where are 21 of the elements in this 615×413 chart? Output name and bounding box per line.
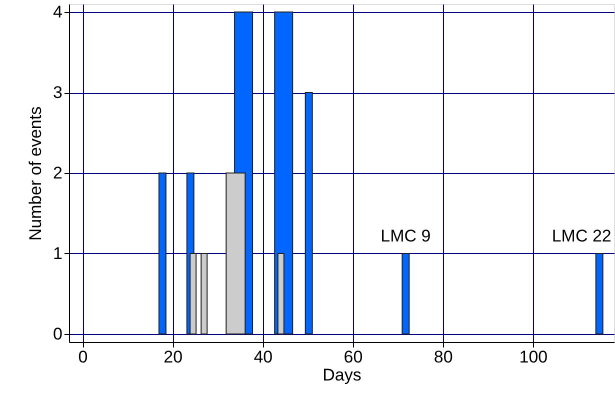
y-tick-label: 4 [53,2,62,22]
annotation: LMC 9 [380,226,431,246]
x-tick-label: 100 [519,348,548,366]
annotation: LMC 22 [552,226,612,246]
x-tick-label: 20 [164,348,183,366]
y-tick-label: 1 [53,244,62,263]
x-tick-label: 80 [434,348,453,366]
bar [200,252,208,334]
x-tick-label: 40 [254,348,273,366]
y-axis-title: Number of events [26,106,46,241]
y-tick-label: 0 [53,324,62,344]
y-tick-label: 2 [53,164,62,182]
x-tick-label: 0 [78,348,88,366]
x-axis-title: Days [322,366,362,384]
bar [304,92,313,334]
bar [595,252,604,334]
bar [402,252,410,334]
x-tick-label: 60 [344,348,363,366]
bar [274,12,294,334]
bar [158,172,166,334]
y-tick-label: 3 [53,83,62,102]
